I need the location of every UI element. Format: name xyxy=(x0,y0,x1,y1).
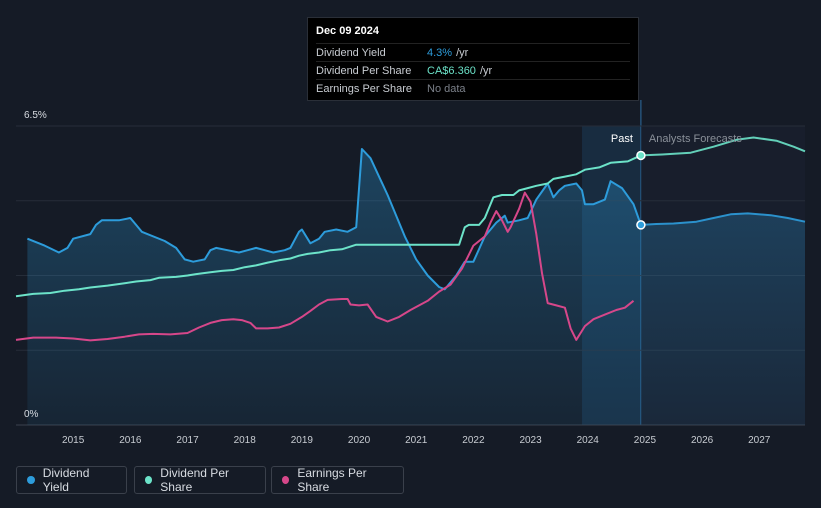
dividend-yield-marker xyxy=(636,220,646,230)
x-tick-label: 2016 xyxy=(119,435,142,446)
dividend-per-share-forecast-line xyxy=(640,136,806,157)
x-tick-label: 2022 xyxy=(462,435,485,446)
dividend-per-share-marker xyxy=(636,150,646,161)
x-tick-label: 2024 xyxy=(577,435,600,446)
tooltip-row-dividend-per-share: Dividend Per Share CA$6.360 /yr xyxy=(316,61,630,79)
x-tick-label: 2015 xyxy=(62,435,85,446)
legend-earnings-per-share[interactable]: Earnings Per Share xyxy=(271,466,404,494)
legend-label: Earnings Per Share xyxy=(297,466,367,494)
legend-dividend-per-share[interactable]: Dividend Per Share xyxy=(134,466,266,494)
dividend-yield-area xyxy=(27,149,805,425)
tooltip: Dec 09 2024 Dividend Yield 4.3% /yr Divi… xyxy=(307,17,639,101)
past-label: Past xyxy=(611,133,633,145)
forecast-label: Analysts Forecasts xyxy=(649,133,742,145)
tooltip-unit: /yr xyxy=(479,64,493,77)
legend-dot-icon xyxy=(282,476,290,484)
tooltip-label: Earnings Per Share xyxy=(316,82,412,95)
earnings-per-share-line xyxy=(15,191,635,342)
legend-label: Dividend Yield xyxy=(42,466,90,494)
y-tick-label: 0% xyxy=(24,409,39,420)
dividend-per-share-line xyxy=(15,154,642,298)
x-tick-label: 2023 xyxy=(519,435,542,446)
x-tick-label: 2021 xyxy=(405,435,428,446)
tooltip-row-dividend-yield: Dividend Yield 4.3% /yr xyxy=(316,43,630,61)
legend-dot-icon xyxy=(145,476,153,484)
tooltip-value: CA$6.360 xyxy=(427,64,476,77)
x-tick-label: 2027 xyxy=(748,435,771,446)
tooltip-label: Dividend Per Share xyxy=(316,64,412,77)
x-tick-label: 2019 xyxy=(291,435,314,446)
dividend-yield-line xyxy=(27,148,642,291)
y-tick-label: 6.5% xyxy=(24,110,47,121)
tooltip-label: Dividend Yield xyxy=(316,46,386,59)
x-tick-label: 2017 xyxy=(176,435,199,446)
dividend-yield-forecast-line xyxy=(640,212,806,226)
x-tick-label: 2025 xyxy=(634,435,657,446)
x-tick-label: 2026 xyxy=(691,435,714,446)
legend-dot-icon xyxy=(27,476,35,484)
x-tick-label: 2020 xyxy=(348,435,371,446)
tooltip-unit: /yr xyxy=(456,46,469,59)
legend-label: Dividend Per Share xyxy=(160,466,229,494)
tooltip-value: 4.3% xyxy=(427,46,453,59)
tooltip-row-earnings-per-share: Earnings Per Share No data xyxy=(316,79,630,97)
legend-dividend-yield[interactable]: Dividend Yield xyxy=(16,466,127,494)
tooltip-value: No data xyxy=(427,82,466,95)
x-tick-label: 2018 xyxy=(234,435,257,446)
tooltip-date: Dec 09 2024 xyxy=(316,25,379,37)
